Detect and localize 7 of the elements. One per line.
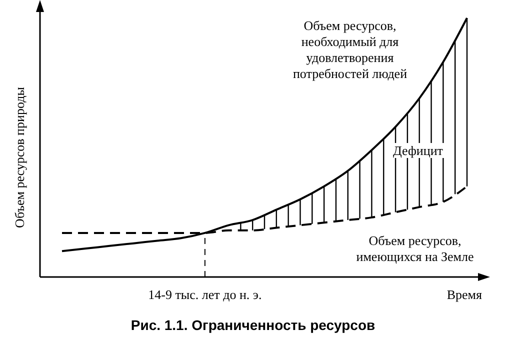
text: Рис. 1.1. Ограниченность ресурсов: [130, 317, 376, 333]
y-axis-title: Объем ресурсов природы: [12, 86, 27, 228]
text: 14-9 тыс. лет до н. э.: [148, 287, 262, 302]
series-label: Объем ресурсов, имеющихся на Земле: [356, 233, 474, 264]
x-axis-title: Время: [446, 287, 482, 302]
annotation: Дефицит: [393, 143, 444, 158]
series-label: Объем ресурсов, необходимый для удовлетворения потребностей людей: [292, 18, 408, 81]
